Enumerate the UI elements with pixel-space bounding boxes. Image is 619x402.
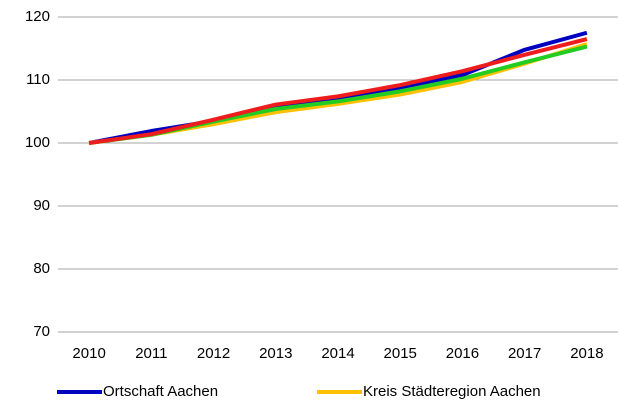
x-tick-label: 2014 bbox=[321, 345, 354, 362]
x-tick-label: 2016 bbox=[446, 345, 479, 362]
y-tick-label: 70 bbox=[33, 323, 50, 340]
series-line bbox=[88, 30, 588, 145]
y-tick-label: 110 bbox=[26, 71, 50, 88]
y-tick-label: 100 bbox=[25, 134, 50, 151]
y-tick-label: 120 bbox=[25, 8, 50, 25]
x-tick-label: 2012 bbox=[197, 345, 230, 362]
x-tick-label: 2010 bbox=[72, 345, 105, 362]
y-tick-label: 90 bbox=[33, 197, 50, 214]
x-tick-label: 2013 bbox=[259, 345, 292, 362]
y-tick-label: 80 bbox=[33, 260, 50, 277]
legend-label: Kreis Städteregion Aachen bbox=[363, 383, 541, 400]
x-tick-label: 2015 bbox=[384, 345, 417, 362]
legend-label: Ortschaft Aachen bbox=[103, 383, 218, 400]
series-line bbox=[88, 37, 588, 145]
x-tick-label: 2018 bbox=[570, 345, 603, 362]
x-tick-label: 2017 bbox=[508, 345, 541, 362]
x-tick-label: 2011 bbox=[135, 345, 167, 362]
